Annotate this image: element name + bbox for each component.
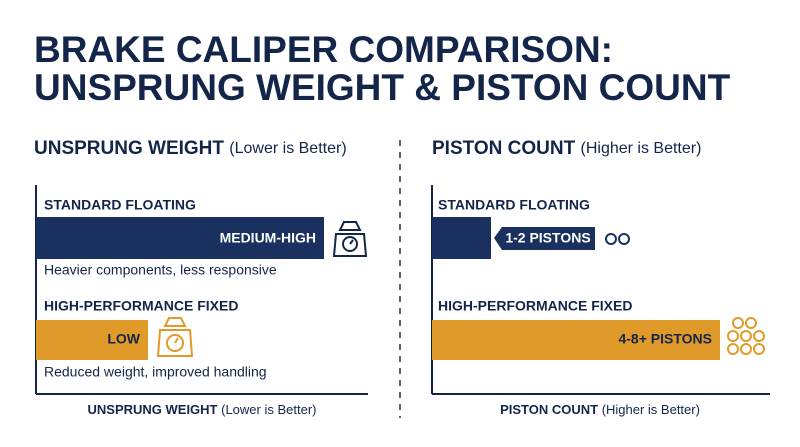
item-name: HIGH-PERFORMANCE FIXED (438, 298, 632, 314)
callout (494, 227, 595, 250)
bar-label: LOW (107, 331, 140, 347)
piston-icons (727, 317, 765, 355)
scale-icon (332, 221, 368, 257)
item-name: STANDARD FLOATING (438, 197, 590, 213)
axis-label: UNSPRUNG WEIGHT (Lower is Better) (88, 402, 317, 417)
description: Heavier components, less responsive (44, 262, 277, 278)
bar (432, 217, 491, 259)
bar (36, 217, 324, 259)
scale-icon (156, 317, 194, 357)
bar (432, 320, 720, 360)
item-name: HIGH-PERFORMANCE FIXED (44, 298, 238, 314)
description: Reduced weight, improved handling (44, 364, 267, 380)
bar-label: 1-2 PISTONS (505, 230, 590, 246)
piston-icons (605, 233, 630, 245)
bar-label: 4-8+ PISTONS (618, 331, 712, 347)
bar (36, 320, 148, 360)
panel-heading: UNSPRUNG WEIGHT (Lower is Better) (34, 138, 347, 159)
title: UNSPRUNG WEIGHT & PISTON COUNT (34, 67, 731, 108)
title: BRAKE CALIPER COMPARISON: (34, 29, 613, 70)
bar-label: MEDIUM-HIGH (220, 230, 316, 246)
axis-label: PISTON COUNT (Higher is Better) (500, 402, 700, 417)
panel-heading: PISTON COUNT (Higher is Better) (432, 138, 701, 159)
item-name: STANDARD FLOATING (44, 197, 196, 213)
